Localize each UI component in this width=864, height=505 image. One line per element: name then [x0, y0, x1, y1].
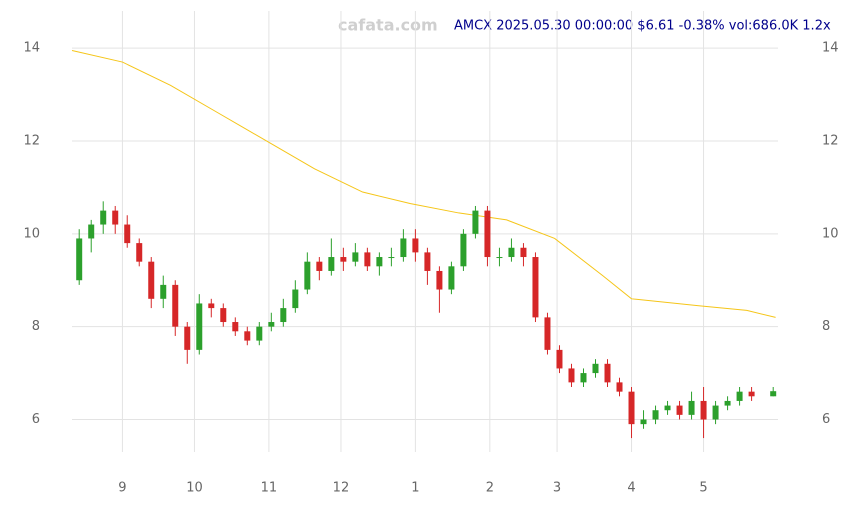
moving-average — [71, 49, 776, 318]
candle-body — [280, 308, 287, 323]
candle-body — [256, 326, 263, 341]
x-tick-label: 9 — [118, 481, 126, 496]
candle-body — [748, 391, 755, 397]
y-tick-label-right: 10 — [822, 226, 839, 241]
y-tick-label-right: 8 — [822, 319, 830, 334]
chart-title: AMCX 2025.05.30 00:00:00 $6.61 -0.38% vo… — [454, 19, 831, 34]
candle-body — [112, 210, 119, 225]
candle-body — [232, 322, 239, 332]
candle-body — [88, 224, 95, 239]
candle-body — [160, 284, 167, 299]
candle-body — [724, 400, 731, 406]
candle-body — [304, 261, 311, 290]
candle-body — [532, 257, 539, 318]
candle-body — [484, 210, 491, 258]
candle-body — [460, 233, 467, 267]
x-tick-label: 1 — [411, 481, 419, 496]
candle-body — [268, 322, 275, 327]
candle-body — [700, 400, 707, 420]
candle-body — [340, 257, 347, 262]
x-tick-label: 3 — [553, 481, 561, 496]
candle-body — [364, 252, 371, 267]
candle-body — [388, 257, 395, 259]
y-tick-label: 12 — [23, 133, 40, 148]
x-tick-label: 11 — [261, 481, 278, 496]
candle-body — [172, 284, 179, 327]
candle-body — [316, 261, 323, 271]
candle-body — [496, 257, 503, 259]
y-tick-label: 14 — [23, 41, 40, 56]
candle-body — [508, 247, 515, 258]
candle-body — [604, 363, 611, 383]
candle-body — [568, 368, 575, 383]
candle-body — [736, 391, 743, 401]
candle-body — [184, 326, 191, 350]
candle-body — [148, 261, 155, 299]
candle-body — [448, 266, 455, 290]
candle-body — [652, 410, 659, 420]
candle-body — [244, 331, 251, 341]
y-tick-label-right: 12 — [822, 133, 839, 148]
y-tick-label: 6 — [32, 412, 40, 427]
candle-body — [400, 238, 407, 258]
x-tick-label: 5 — [699, 481, 707, 496]
watermark: cafata.com — [338, 16, 438, 35]
candle-body — [770, 391, 777, 397]
candle-body — [580, 373, 587, 383]
candle-body — [472, 210, 479, 234]
candle-body — [76, 238, 83, 281]
y-tick-label: 8 — [32, 319, 40, 334]
candle-body — [556, 349, 563, 369]
candle-body — [676, 405, 683, 415]
x-tick-label: 12 — [333, 481, 350, 496]
candle-body — [628, 391, 635, 425]
candle-body — [136, 243, 143, 262]
x-tick-label: 2 — [486, 481, 494, 496]
candle-body — [436, 270, 443, 290]
candle-body — [352, 252, 359, 262]
candle-body — [424, 252, 431, 271]
candle-body — [292, 289, 299, 309]
candle-body — [592, 363, 599, 374]
x-tick-label: 10 — [186, 481, 203, 496]
y-tick-label-right: 6 — [822, 412, 830, 427]
candle-body — [544, 317, 551, 350]
candle-body — [100, 210, 107, 225]
candle-body — [688, 400, 695, 415]
candle-body — [376, 257, 383, 267]
candle-body — [664, 405, 671, 411]
candle-body — [616, 382, 623, 392]
candle-body — [328, 257, 335, 271]
y-tick-label: 10 — [23, 226, 40, 241]
candle-body — [196, 303, 203, 350]
y-tick-label-right: 14 — [822, 41, 839, 56]
candle-body — [208, 303, 215, 309]
candle-body — [712, 405, 719, 420]
candle-body — [520, 247, 527, 258]
candle-body — [220, 308, 227, 323]
candle-body — [124, 224, 131, 244]
candle-body — [412, 238, 419, 253]
candle-body — [640, 419, 647, 425]
x-tick-label: 4 — [627, 481, 635, 496]
